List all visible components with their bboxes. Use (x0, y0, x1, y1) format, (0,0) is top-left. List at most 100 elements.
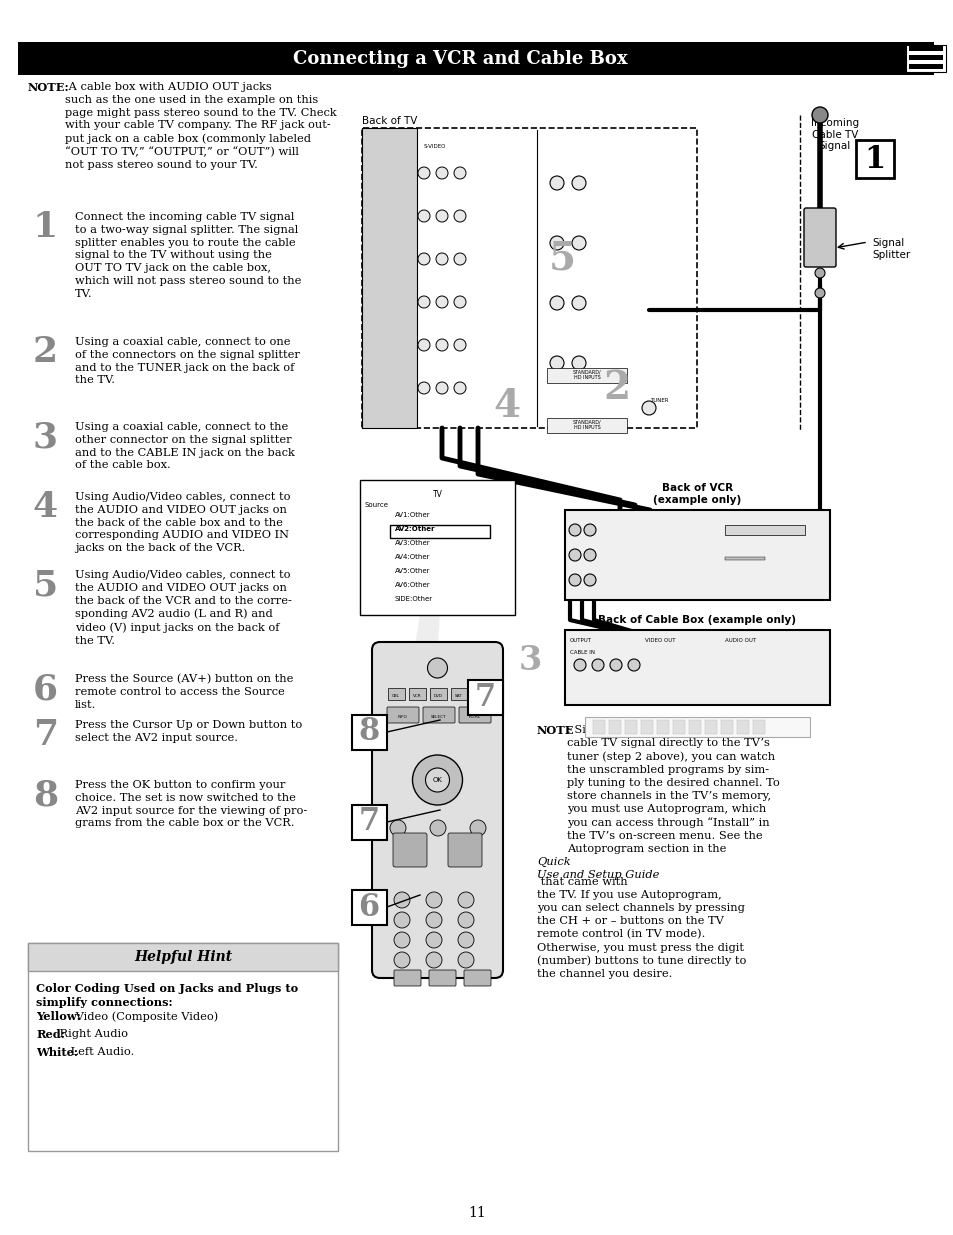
Text: NOTE:: NOTE: (28, 82, 70, 93)
Circle shape (592, 659, 603, 671)
Bar (451, 688, 468, 700)
Text: SAT: SAT (455, 694, 462, 698)
Bar (352, 890, 387, 925)
Bar (352, 805, 387, 840)
Text: Back of VCR
(example only): Back of VCR (example only) (653, 483, 740, 505)
Text: 7: 7 (358, 806, 379, 837)
Text: 6: 6 (33, 672, 58, 706)
Text: TUNER: TUNER (649, 398, 668, 403)
Bar (472, 688, 489, 700)
Circle shape (454, 296, 465, 308)
Circle shape (572, 177, 585, 190)
Circle shape (417, 296, 430, 308)
Circle shape (454, 253, 465, 266)
Circle shape (572, 296, 585, 310)
Bar (28, 944, 337, 971)
Circle shape (417, 338, 430, 351)
Bar (388, 688, 405, 700)
Circle shape (394, 911, 410, 927)
Circle shape (394, 952, 410, 968)
Text: AMP: AMP (475, 694, 484, 698)
FancyBboxPatch shape (463, 969, 491, 986)
Text: that came with
the TV. If you use Autoprogram,
you can select channels by pressi: that came with the TV. If you use Autopr… (537, 877, 745, 979)
Bar (352, 715, 387, 750)
Text: AV6:Other: AV6:Other (395, 582, 430, 588)
Circle shape (583, 550, 596, 561)
Text: NOTE: NOTE (537, 725, 574, 736)
Circle shape (550, 236, 563, 249)
Text: Using a coaxial cable, connect to one
of the connectors on the signal splitter
a: Using a coaxial cable, connect to one of… (75, 337, 299, 385)
Circle shape (427, 658, 447, 678)
Bar (546, 417, 626, 433)
Circle shape (436, 382, 448, 394)
Circle shape (550, 177, 563, 190)
Text: 7: 7 (474, 682, 495, 713)
Bar (908, 46, 942, 51)
Bar (737, 720, 748, 734)
Circle shape (457, 952, 474, 968)
Circle shape (574, 659, 585, 671)
Text: Connect the incoming cable TV signal
to a two-way signal splitter. The signal
sp: Connect the incoming cable TV signal to … (75, 212, 301, 299)
Text: VIDEO OUT: VIDEO OUT (644, 638, 675, 643)
Text: Using Audio/Video cables, connect to
the AUDIO and VIDEO OUT jacks on
the back o: Using Audio/Video cables, connect to the… (75, 571, 292, 646)
FancyBboxPatch shape (393, 832, 427, 867)
Circle shape (417, 253, 430, 266)
Text: SIDE:Other: SIDE:Other (395, 597, 433, 601)
Circle shape (550, 356, 563, 370)
Circle shape (394, 892, 410, 908)
Circle shape (641, 401, 656, 415)
Text: Back of TV: Back of TV (361, 116, 416, 126)
FancyBboxPatch shape (448, 832, 481, 867)
Bar (908, 64, 942, 69)
Text: OK: OK (432, 777, 442, 783)
Text: Right Audio: Right Audio (56, 1029, 129, 1039)
Text: STANDARD/
HD INPUTS: STANDARD/ HD INPUTS (572, 369, 600, 380)
Bar (390, 525, 490, 538)
Text: OUTPUT: OUTPUT (569, 638, 592, 643)
Polygon shape (395, 615, 439, 760)
Text: Connecting a VCR and Cable Box: Connecting a VCR and Cable Box (293, 49, 627, 68)
Text: 4: 4 (493, 387, 520, 425)
Circle shape (417, 167, 430, 179)
Circle shape (572, 356, 585, 370)
Text: 1: 1 (33, 210, 58, 245)
Circle shape (457, 932, 474, 948)
Bar (584, 718, 809, 737)
Text: AV1:Other: AV1:Other (395, 513, 430, 517)
Text: Helpful Hint: Helpful Hint (133, 950, 232, 965)
Text: STANDARD/
HD INPUTS: STANDARD/ HD INPUTS (572, 420, 600, 431)
Text: 5: 5 (548, 240, 575, 277)
Text: Using Audio/Video cables, connect to
the AUDIO and VIDEO OUT jacks on
the back o: Using Audio/Video cables, connect to the… (75, 492, 291, 553)
Bar (855, 140, 893, 178)
Circle shape (426, 932, 441, 948)
Circle shape (550, 296, 563, 310)
Text: PG.RL: PG.RL (469, 715, 480, 719)
Circle shape (457, 911, 474, 927)
Circle shape (436, 167, 448, 179)
Text: 2: 2 (33, 335, 58, 369)
Circle shape (572, 236, 585, 249)
Text: A cable box with AUDIO OUT jacks
such as the one used in the example on this
pag: A cable box with AUDIO OUT jacks such as… (65, 82, 336, 170)
Text: AV5:Other: AV5:Other (395, 568, 430, 574)
Bar (704, 720, 717, 734)
FancyBboxPatch shape (429, 969, 456, 986)
Text: Back of Cable Box (example only): Back of Cable Box (example only) (598, 615, 796, 625)
FancyBboxPatch shape (458, 706, 491, 722)
Circle shape (394, 932, 410, 948)
Text: 5: 5 (33, 568, 58, 601)
Bar (361, 128, 697, 429)
Text: 8: 8 (33, 778, 58, 811)
Text: 7: 7 (33, 718, 58, 752)
Text: Press the Cursor Up or Down button to
select the AV2 input source.: Press the Cursor Up or Down button to se… (75, 720, 302, 742)
Bar (28, 944, 337, 1151)
Circle shape (470, 820, 485, 836)
Text: INFO: INFO (397, 715, 408, 719)
Text: 6: 6 (358, 892, 379, 923)
Text: 2: 2 (603, 369, 630, 408)
Circle shape (426, 892, 441, 908)
Circle shape (436, 253, 448, 266)
FancyBboxPatch shape (387, 706, 418, 722)
Text: TV: TV (432, 490, 442, 499)
Bar (430, 688, 447, 700)
Text: CBL: CBL (392, 694, 399, 698)
